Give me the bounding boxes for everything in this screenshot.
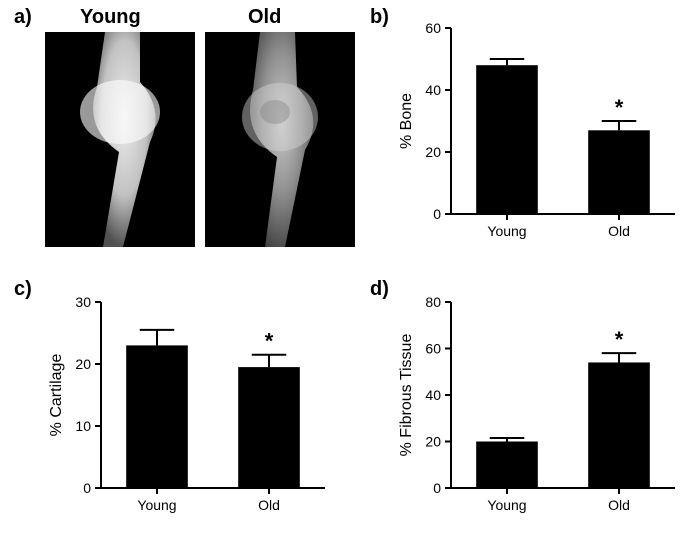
svg-text:10: 10 xyxy=(75,418,91,434)
panel-label-a: a) xyxy=(14,6,32,29)
svg-text:40: 40 xyxy=(425,82,441,98)
chart-bone: 0 20 40 60 Young * Old % Bone xyxy=(395,18,685,258)
xray-young xyxy=(45,32,195,247)
svg-text:*: * xyxy=(265,329,274,354)
svg-text:20: 20 xyxy=(425,144,441,160)
svg-text:% Cartilage: % Cartilage xyxy=(48,354,65,437)
svg-text:% Fibrous Tissue: % Fibrous Tissue xyxy=(398,334,415,457)
svg-text:0: 0 xyxy=(433,480,441,496)
xray-old xyxy=(205,32,355,247)
svg-text:Old: Old xyxy=(258,497,280,513)
panel-label-b: b) xyxy=(370,6,389,29)
svg-text:*: * xyxy=(615,327,624,352)
svg-text:Old: Old xyxy=(608,497,630,513)
svg-text:40: 40 xyxy=(425,387,441,403)
svg-text:% Bone: % Bone xyxy=(398,93,415,149)
svg-text:Young: Young xyxy=(487,497,526,513)
xray-old-label: Old xyxy=(248,6,281,29)
chart-cartilage: 0 10 20 30 Young * Old % Cartilage xyxy=(45,292,335,532)
svg-text:20: 20 xyxy=(425,434,441,450)
panel-label-d: d) xyxy=(370,278,389,301)
svg-text:Young: Young xyxy=(137,497,176,513)
xray-young-label: Young xyxy=(80,6,141,29)
svg-text:80: 80 xyxy=(425,294,441,310)
panel-label-c: c) xyxy=(14,278,32,301)
svg-text:*: * xyxy=(615,95,624,120)
svg-text:30: 30 xyxy=(75,294,91,310)
svg-text:0: 0 xyxy=(433,206,441,222)
chart-fibrous: 0 20 40 60 80 Young * Old % Fibrous Tissue xyxy=(395,292,685,532)
svg-text:60: 60 xyxy=(425,20,441,36)
svg-text:20: 20 xyxy=(75,356,91,372)
svg-text:0: 0 xyxy=(83,480,91,496)
svg-text:Young: Young xyxy=(487,223,526,239)
svg-text:60: 60 xyxy=(425,341,441,357)
svg-text:Old: Old xyxy=(608,223,630,239)
